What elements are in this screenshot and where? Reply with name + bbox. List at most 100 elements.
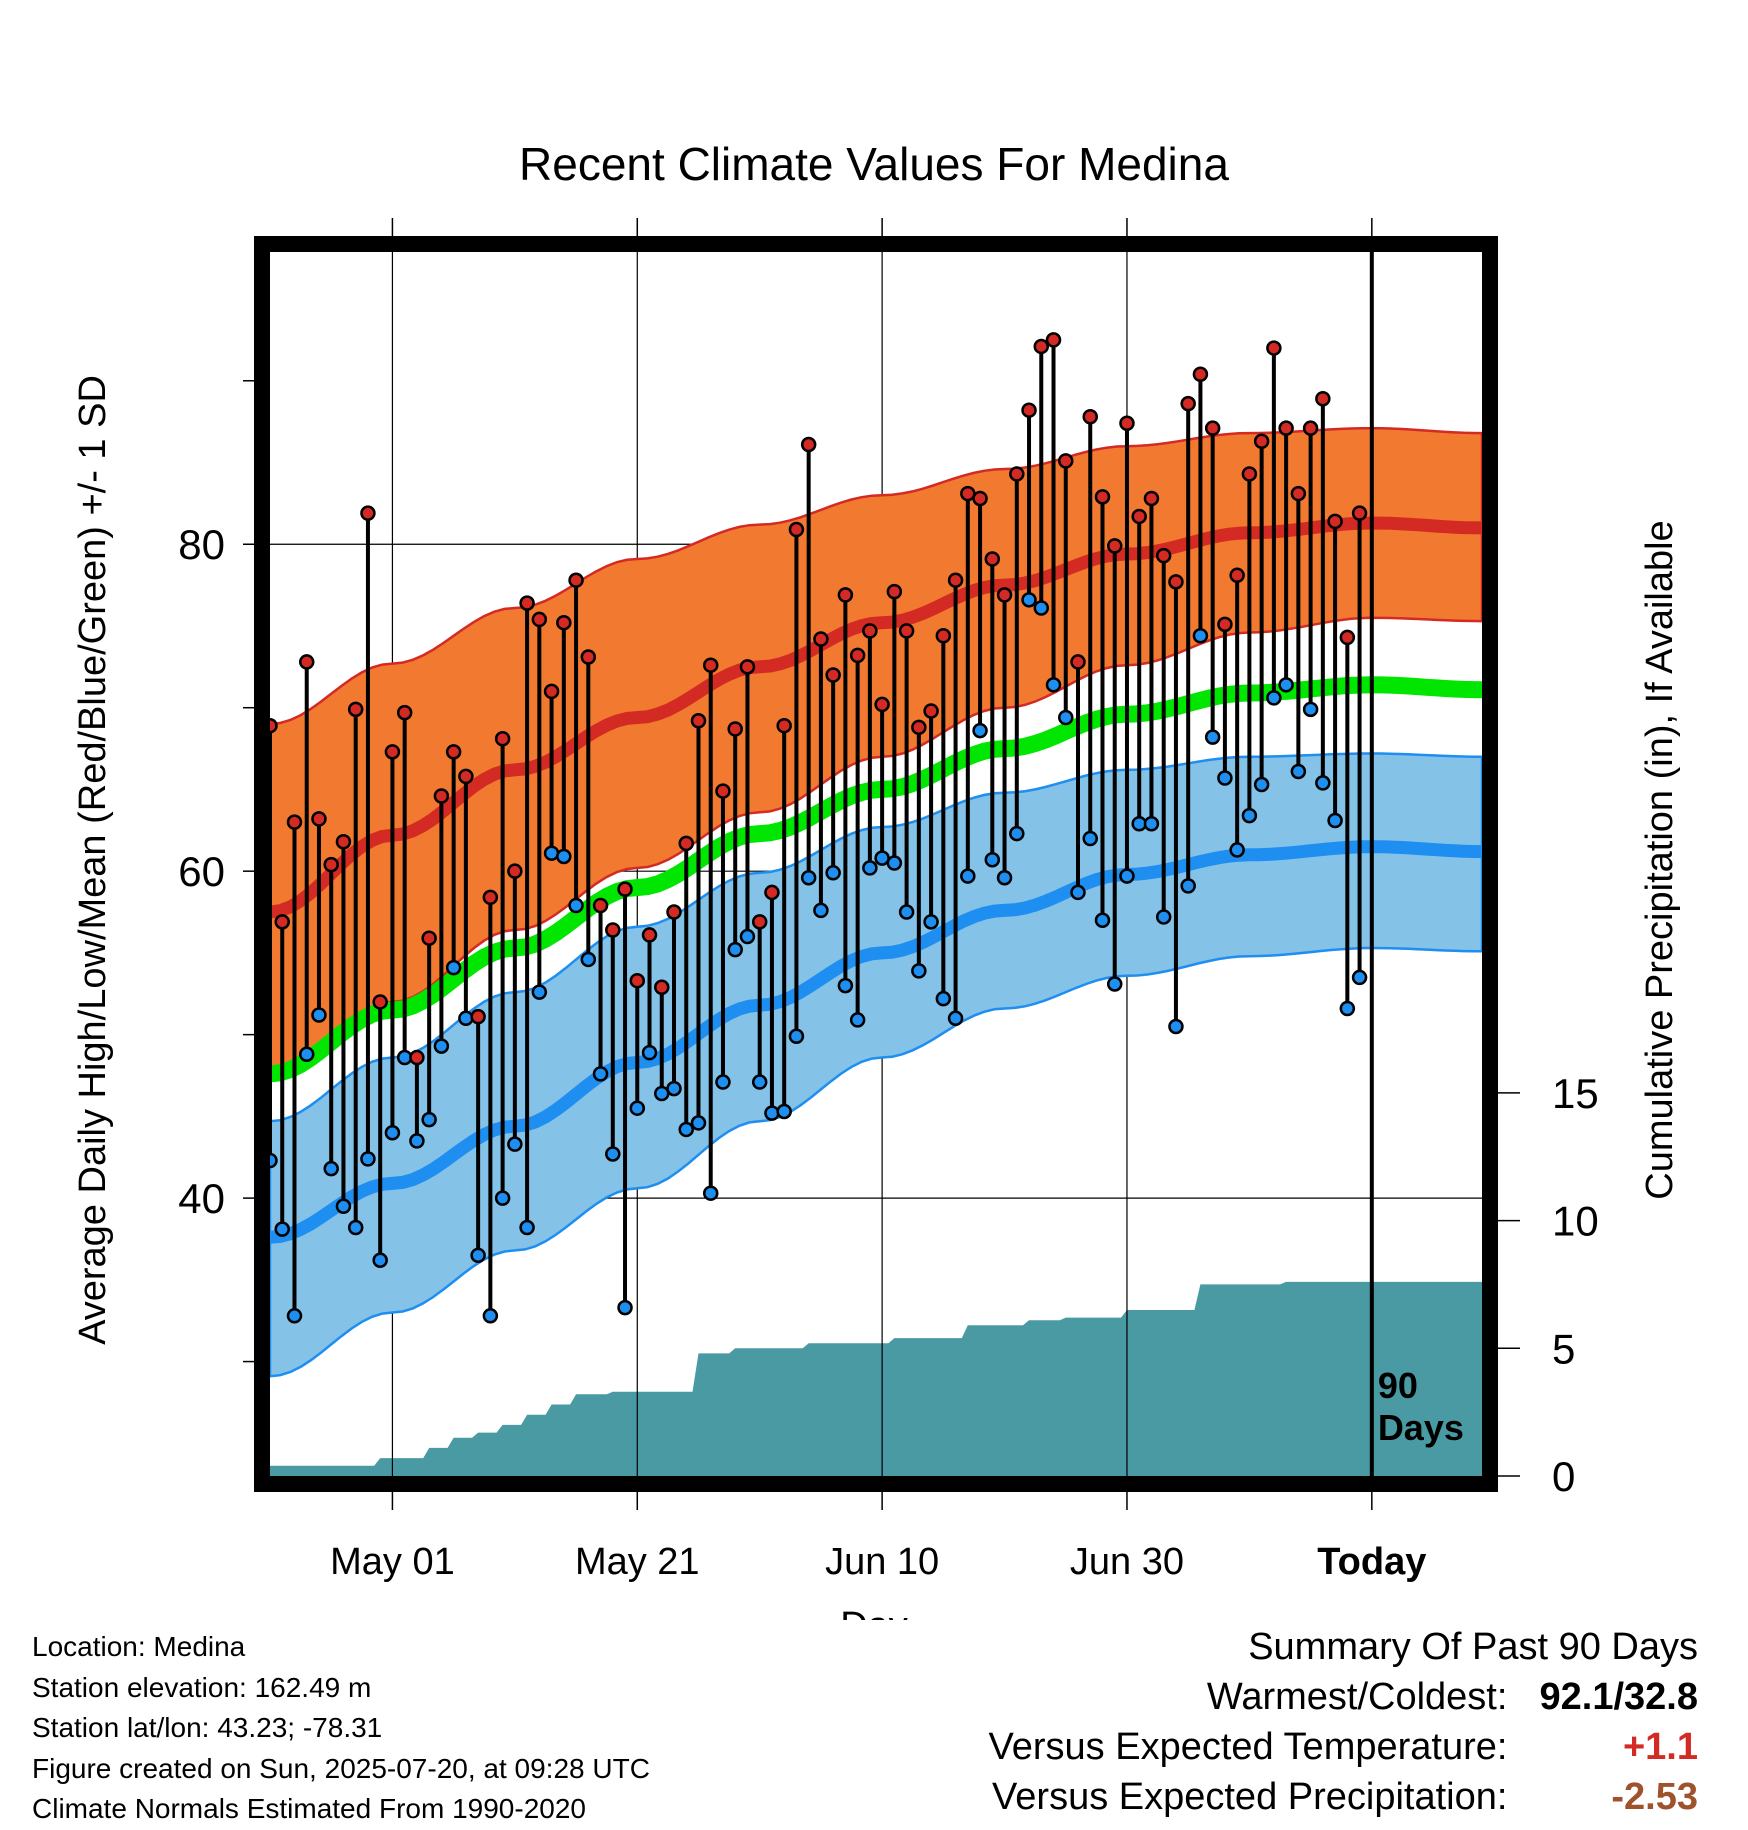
daily-high-point [1131, 508, 1147, 525]
daily-high-point [849, 647, 866, 664]
daily-low-point [690, 1115, 707, 1131]
daily-high-point [1339, 629, 1356, 646]
warmest-coldest-label: Warmest/Coldest: [1206, 1676, 1508, 1718]
daily-high-point [360, 505, 376, 521]
daily-high-point [751, 914, 768, 930]
daily-low-point [323, 1160, 339, 1177]
daily-low-point [837, 977, 854, 994]
daily-low-point [286, 1308, 303, 1324]
temp-anomaly-value: +1.1 [1622, 1726, 1698, 1768]
daily-high-point [825, 667, 841, 683]
daily-low-point [825, 865, 841, 881]
daily-low-point [947, 1010, 964, 1027]
daily-low-point [580, 951, 597, 968]
y2-tick-label: 5 [1552, 1325, 1575, 1372]
daily-low-point [972, 722, 988, 739]
daily-high-point [1278, 420, 1294, 436]
daily-high-point [470, 1008, 486, 1025]
daily-low-point [592, 1066, 609, 1082]
daily-high-point [800, 436, 817, 453]
daily-high-point [1045, 332, 1062, 348]
daily-low-point [996, 869, 1013, 886]
daily-high-point [1266, 340, 1282, 356]
daily-high-point [788, 521, 805, 538]
daily-high-point [372, 994, 388, 1010]
high-sd-band [270, 426, 1482, 1077]
daily-high-point [592, 897, 609, 914]
daily-high-point [605, 922, 621, 938]
daily-high-point [1204, 420, 1221, 436]
daily-high-point [874, 696, 890, 713]
daily-high-point [837, 587, 854, 603]
latlon-text: Station lat/lon: 43.23; -78.31 [32, 1712, 383, 1743]
daily-high-point [396, 704, 413, 721]
daily-high-point [1155, 547, 1172, 564]
daily-low-point [1229, 842, 1245, 858]
daily-high-point [1082, 408, 1098, 425]
daily-high-point [678, 835, 694, 852]
daily-high-point [996, 587, 1013, 603]
daily-low-point [1168, 1018, 1184, 1035]
daily-high-point [433, 788, 450, 804]
daily-low-point [298, 1046, 315, 1063]
daily-high-point [556, 614, 572, 631]
daily-high-point [580, 649, 597, 665]
daily-low-point [1266, 690, 1282, 706]
daily-low-point [347, 1219, 364, 1236]
daily-high-point [311, 811, 327, 827]
daily-high-point [886, 583, 903, 600]
daily-high-point [1253, 433, 1270, 450]
daily-high-point [984, 551, 1001, 567]
precip-anomaly-value: -2.53 [1611, 1776, 1698, 1818]
daily-low-point [311, 1007, 327, 1023]
daily-low-point [788, 1028, 805, 1045]
daily-low-point [458, 1010, 474, 1027]
daily-low-point [984, 851, 1001, 868]
daily-high-point [568, 572, 584, 588]
daily-low-point [1045, 677, 1062, 693]
daily-low-point [629, 1100, 646, 1116]
daily-low-point [556, 848, 572, 865]
daily-high-point [911, 719, 927, 736]
chart-title: Recent Climate Values For Medina [519, 138, 1229, 190]
daily-low-point [1021, 592, 1037, 608]
plot-frame [254, 236, 1498, 1492]
x-tick-label: Today [1317, 1541, 1426, 1583]
daily-high-point [898, 623, 915, 639]
high-normal-line [270, 516, 1482, 919]
low-normal-line [270, 840, 1482, 1244]
daily-high-point [1033, 338, 1050, 355]
daily-low-point [1119, 868, 1135, 884]
precip-anomaly-row: Versus Expected Precipitation: -2.53 [989, 1772, 1698, 1822]
daily-low-point [702, 1185, 719, 1201]
daily-low-point [1082, 830, 1098, 847]
temp-anomaly-label: Versus Expected Temperature: [988, 1726, 1508, 1768]
summary-title: Summary Of Past 90 Days [1248, 1626, 1698, 1668]
daily-high-point [384, 744, 401, 760]
daily-low-point [813, 902, 829, 919]
daily-high-point [727, 721, 743, 737]
y2-tick-label: 10 [1552, 1198, 1599, 1245]
daily-high-point [1290, 485, 1307, 502]
daily-high-point [421, 930, 437, 946]
summary-panel: Summary Of Past 90 Days Warmest/Coldest:… [989, 1622, 1698, 1822]
daily-low-point [409, 1133, 425, 1149]
daily-low-point [433, 1038, 450, 1054]
daily-low-point [543, 845, 560, 861]
daily-high-point [654, 979, 670, 995]
daily-high-point [274, 914, 290, 930]
daily-low-point [1278, 677, 1294, 693]
y-tick-label: 80 [178, 521, 225, 568]
daily-high-point [666, 904, 682, 920]
daily-high-point [445, 744, 462, 760]
daily-low-point [666, 1080, 682, 1097]
daily-low-point [1302, 701, 1319, 718]
daily-high-point [298, 654, 315, 670]
daily-high-point [1217, 616, 1233, 633]
daily-high-point [482, 889, 499, 906]
daily-high-point [1315, 391, 1331, 407]
daily-high-point [1106, 538, 1123, 554]
daily-low-point [1033, 600, 1050, 616]
location-text: Location: Medina [32, 1631, 246, 1662]
